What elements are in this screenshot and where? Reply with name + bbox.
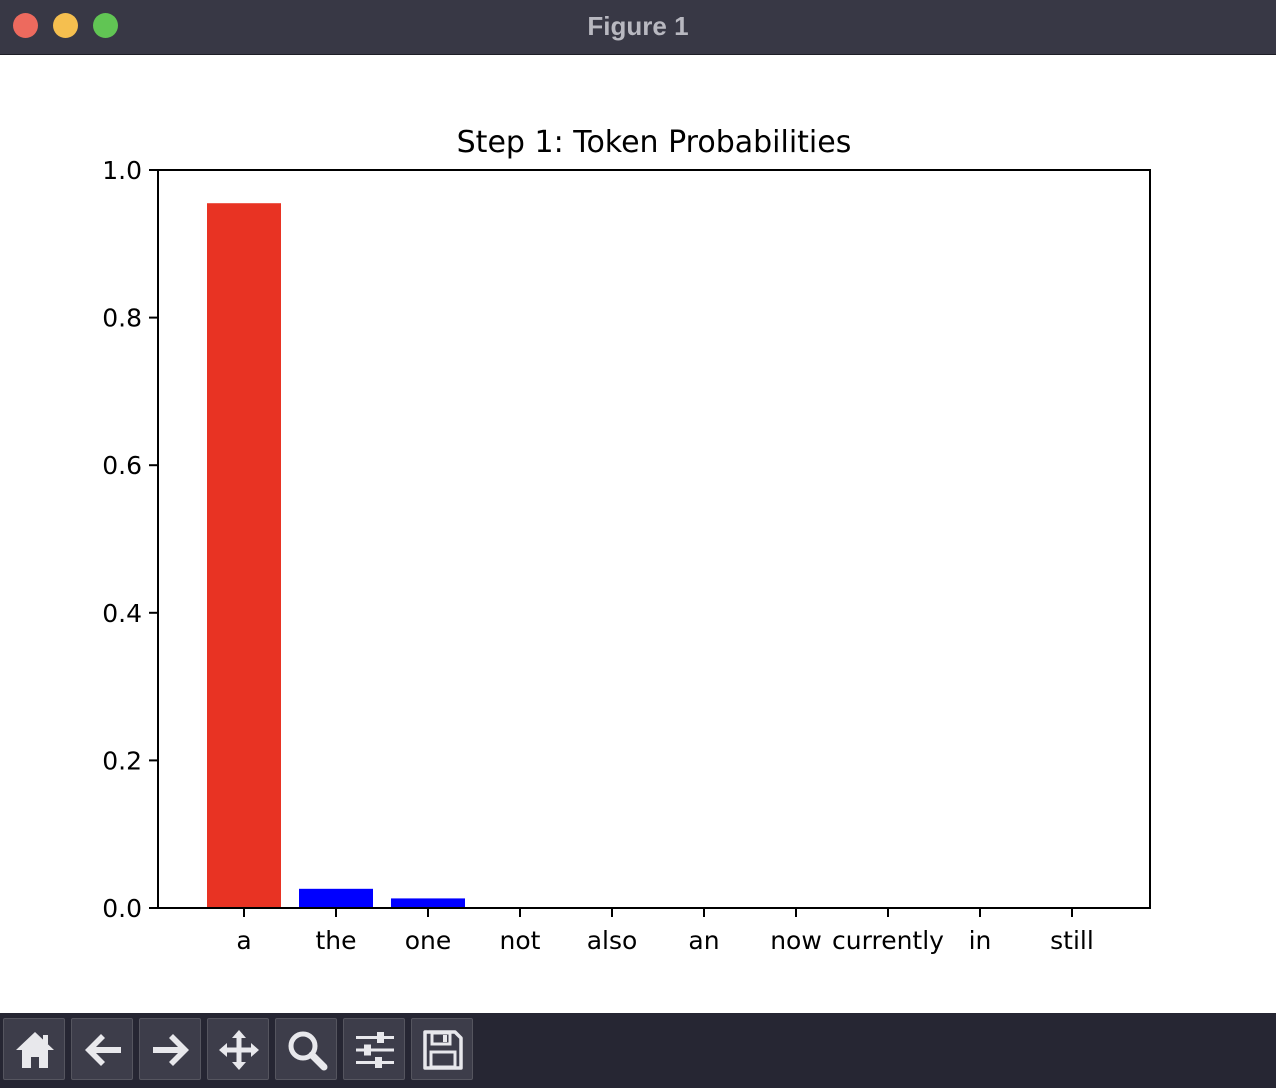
x-tick-label: an bbox=[688, 926, 719, 955]
maximize-window-button[interactable] bbox=[93, 13, 118, 38]
save-floppy-icon bbox=[423, 1030, 463, 1070]
x-tick-label: currently bbox=[832, 926, 944, 955]
y-tick-label: 0.6 bbox=[102, 451, 142, 480]
back-arrow-icon bbox=[85, 1034, 121, 1066]
pan-button[interactable] bbox=[207, 1018, 269, 1080]
y-tick-label: 0.0 bbox=[102, 894, 142, 923]
chart-title: Step 1: Token Probabilities bbox=[457, 125, 852, 160]
title-bar[interactable]: Figure 1 bbox=[0, 0, 1276, 55]
bar-the bbox=[299, 888, 373, 908]
home-icon bbox=[16, 1032, 54, 1068]
forward-arrow-icon bbox=[153, 1034, 189, 1066]
configure-subplots-button[interactable] bbox=[343, 1018, 405, 1080]
plot-frame bbox=[157, 169, 1151, 909]
x-tick-label: now bbox=[770, 926, 822, 955]
window-title: Figure 1 bbox=[587, 11, 689, 41]
save-button[interactable] bbox=[411, 1018, 473, 1080]
bar-a bbox=[207, 203, 281, 908]
close-window-button[interactable] bbox=[13, 13, 38, 38]
configure-subplots-icon bbox=[356, 1032, 394, 1068]
navigation-toolbar bbox=[0, 1013, 1276, 1088]
figure-canvas[interactable]: Step 1: Token Probabilities 0.0 0.2 0.4 0.6 0… bbox=[0, 55, 1276, 1013]
pan-move-icon bbox=[219, 1030, 259, 1070]
minimize-window-button[interactable] bbox=[53, 13, 78, 38]
y-tick-label: 1.0 bbox=[102, 156, 142, 185]
forward-button[interactable] bbox=[139, 1018, 201, 1080]
zoom-button[interactable] bbox=[275, 1018, 337, 1080]
bar-one bbox=[391, 898, 465, 908]
x-tick-label: a bbox=[236, 926, 251, 955]
x-tick-label: the bbox=[315, 926, 356, 955]
zoom-magnifier-icon bbox=[288, 1031, 328, 1071]
x-tick-label: also bbox=[587, 926, 638, 955]
x-tick-label: not bbox=[500, 926, 541, 955]
x-tick-label: still bbox=[1050, 926, 1094, 955]
y-tick-label: 0.8 bbox=[102, 304, 142, 333]
y-tick-label: 0.2 bbox=[102, 746, 142, 775]
home-button[interactable] bbox=[3, 1018, 65, 1080]
back-button[interactable] bbox=[71, 1018, 133, 1080]
x-tick-label: in bbox=[969, 926, 992, 955]
x-tick-label: one bbox=[405, 926, 452, 955]
y-tick-label: 0.4 bbox=[102, 599, 142, 628]
bar-chart: Step 1: Token Probabilities 0.0 0.2 0.4 0.6 0… bbox=[102, 125, 1151, 955]
